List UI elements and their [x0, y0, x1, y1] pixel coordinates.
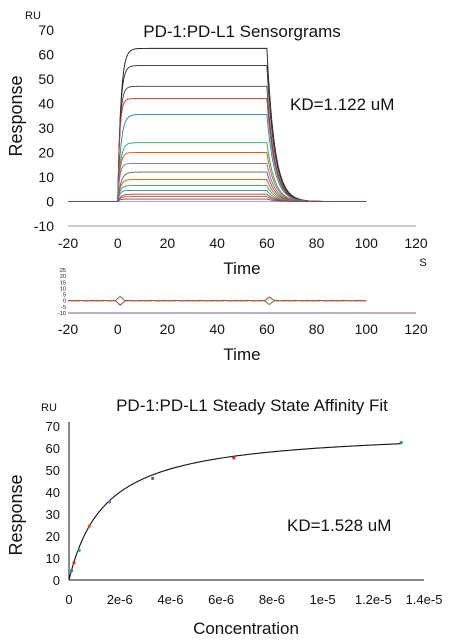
sensorgram-y-tick-label: 0 — [46, 194, 54, 210]
sensorgram-x-tick-label: 120 — [404, 235, 428, 251]
sensorgram-curves — [68, 47, 367, 202]
affinity-fit-chart: PD-1:PD-L1 Steady State Affinity Fit RU … — [6, 396, 442, 638]
affinity-fit-y-tick-label: 40 — [46, 485, 60, 500]
affinity-fit-y-tick-label: 60 — [46, 441, 60, 456]
residual-x-tick-label: 100 — [355, 321, 379, 337]
sensorgram-kd-annotation: KD=1.122 uM — [290, 95, 394, 114]
affinity-fit-point — [232, 456, 236, 460]
sensorgram-x-unit: S — [419, 257, 426, 269]
affinity-fit-x-tick-label: 1e-5 — [310, 592, 336, 607]
affinity-fit-kd-annotation: KD=1.528 uM — [287, 516, 391, 535]
affinity-fit-x-tick-label: 4e-6 — [157, 592, 183, 607]
affinity-fit-x-tick-label: 6e-6 — [208, 592, 234, 607]
affinity-fit-y-tick-label: 20 — [46, 529, 60, 544]
residual-y-tick-label: 25 — [60, 268, 66, 274]
affinity-fit-point — [77, 548, 81, 552]
residual-y-tick-label: -10 — [58, 311, 66, 317]
sensorgram-y-ticks: -10 0 10 20 30 40 50 60 70 — [34, 22, 54, 234]
sensorgram-y-unit: RU — [25, 10, 41, 22]
sensorgram-chart: PD-1:PD-L1 Sensorgrams RU Response -10 0 1… — [6, 10, 428, 278]
residual-x-tick-label: 0 — [114, 321, 122, 337]
affinity-fit-y-tick-label: 50 — [46, 463, 60, 478]
affinity-fit-point — [72, 561, 76, 565]
sensorgram-y-tick-label: 10 — [38, 169, 54, 185]
sensorgram-x-tick-label: 0 — [114, 235, 122, 251]
affinity-fit-x-tick-label: 1.2e-5 — [355, 592, 392, 607]
sensorgram-y-tick-label: 50 — [38, 71, 54, 87]
affinity-fit-y-tick-label: 70 — [46, 419, 60, 434]
affinity-fit-points — [69, 440, 403, 573]
sensorgram-y-tick-label: 40 — [38, 96, 54, 112]
affinity-fit-x-ticks: 0 2e-6 4e-6 6e-6 8e-6 1e-5 1.2e-5 1.4e-5 — [65, 592, 442, 607]
residual-x-label: Time — [223, 345, 260, 364]
residual-curve — [67, 296, 367, 306]
residual-y-tick-label: 15 — [60, 280, 66, 286]
residual-x-tick-label: 60 — [259, 321, 275, 337]
affinity-fit-curve-group — [68, 443, 402, 581]
residual-curves — [67, 295, 416, 314]
sensorgram-x-label: Time — [223, 259, 260, 278]
sensorgram-x-tick-label: -20 — [58, 235, 78, 251]
residual-x-tick-label: 40 — [209, 321, 225, 337]
affinity-fit-y-label: Response — [6, 474, 26, 555]
residual-x-tick-label: 120 — [404, 321, 428, 337]
affinity-fit-x-tick-label: 0 — [65, 592, 72, 607]
sensorgram-y-label: Response — [6, 75, 26, 156]
residual-y-tick-label: 0 — [63, 299, 66, 305]
affinity-fit-x-tick-label: 8e-6 — [259, 592, 285, 607]
sensorgram-y-tick-label: 60 — [38, 47, 54, 63]
affinity-fit-curve — [68, 443, 402, 581]
affinity-fit-point — [151, 476, 155, 480]
affinity-fit-point — [399, 440, 403, 445]
affinity-fit-y-tick-label: 30 — [46, 507, 60, 522]
affinity-fit-x-tick-label: 1.4e-5 — [406, 592, 443, 607]
affinity-fit-y-unit: RU — [41, 402, 57, 414]
sensorgram-y-tick-label: 20 — [38, 145, 54, 161]
sensorgram-y-tick-label: 70 — [38, 22, 54, 38]
residual-x-tick-label: 80 — [309, 321, 325, 337]
residual-y-tick-label: 20 — [60, 274, 66, 280]
residual-x-tick-label: -20 — [58, 321, 78, 337]
sensorgram-y-tick-label: -10 — [34, 218, 54, 234]
sensorgram-x-ticks: -20 0 20 40 60 80 100 120 — [58, 235, 428, 251]
affinity-fit-axes — [68, 422, 424, 581]
affinity-fit-y-tick-label: 10 — [46, 551, 60, 566]
affinity-fit-y-ticks: 0 10 20 30 40 50 60 70 — [46, 419, 60, 588]
sensorgram-x-tick-label: 40 — [209, 235, 225, 251]
affinity-fit-title: PD-1:PD-L1 Steady State Affinity Fit — [116, 396, 388, 415]
residual-y-tick-label: 10 — [60, 286, 66, 292]
affinity-fit-y-tick-label: 0 — [53, 573, 60, 588]
sensorgram-x-tick-label: 60 — [259, 235, 275, 251]
sensorgram-y-tick-label: 30 — [38, 120, 54, 136]
residual-x-tick-label: 20 — [160, 321, 176, 337]
affinity-fit-x-tick-label: 2e-6 — [107, 592, 133, 607]
affinity-fit-point — [87, 524, 91, 528]
residual-y-tick-label: -5 — [61, 305, 66, 311]
residual-x-ticks: -20 0 20 40 60 80 100 120 — [58, 321, 428, 337]
affinity-fit-point — [69, 569, 74, 573]
residual-y-tick-label: 5 — [63, 293, 66, 299]
affinity-fit-point — [107, 500, 112, 504]
sensorgram-x-tick-label: 20 — [160, 235, 176, 251]
sensorgram-title: PD-1:PD-L1 Sensorgrams — [143, 22, 340, 41]
sensorgram-x-tick-label: 100 — [355, 235, 379, 251]
sensorgram-x-tick-label: 80 — [309, 235, 325, 251]
affinity-fit-x-label: Concentration — [193, 619, 299, 638]
sensorgram-curve — [68, 198, 367, 202]
